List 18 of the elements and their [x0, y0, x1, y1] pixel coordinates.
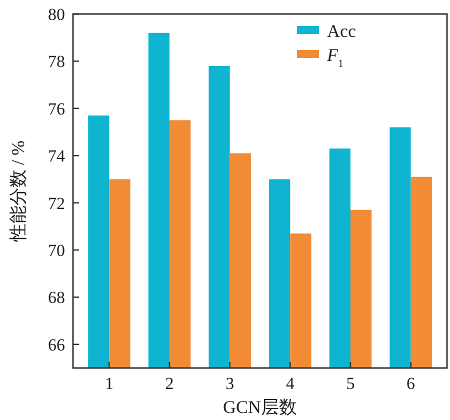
- x-tick-label: 6: [406, 374, 416, 393]
- x-axis-title: GCN层数: [222, 397, 298, 417]
- x-tick-label: 2: [165, 374, 174, 393]
- legend-label: F$_{1}$: [326, 45, 344, 70]
- legend-label: Acc: [327, 21, 356, 41]
- y-tick-label: 66: [48, 335, 65, 354]
- y-tick-label: 78: [48, 52, 65, 72]
- y-tick-label: 72: [48, 194, 65, 213]
- x-tick-label: 4: [286, 374, 295, 393]
- y-tick-label: 68: [48, 288, 65, 308]
- y-tick-label: 74: [48, 146, 66, 166]
- y-tick-label: 70: [48, 241, 65, 260]
- y-axis-title: 性能分数 / %: [8, 140, 28, 242]
- x-tick-label: 3: [226, 374, 234, 393]
- x-tick-label: 1: [104, 374, 114, 393]
- x-tick-label: 5: [346, 374, 355, 393]
- y-tick-label: 76: [48, 99, 65, 118]
- y-tick-label: 80: [48, 5, 65, 24]
